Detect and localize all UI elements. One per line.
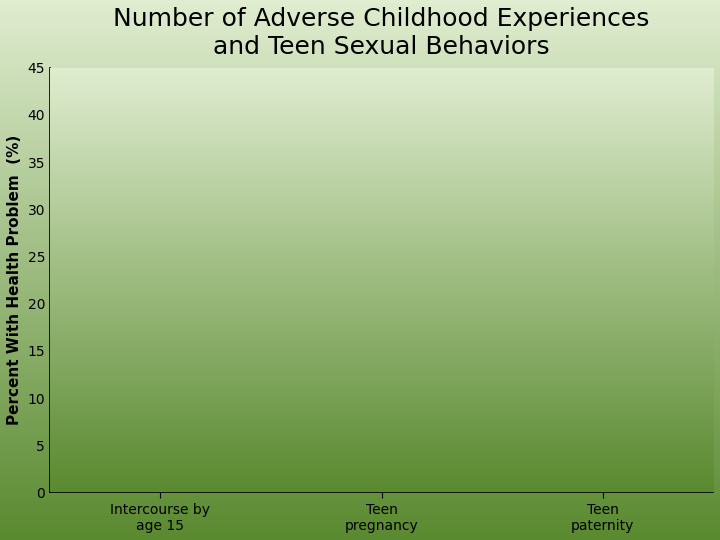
Bar [525, 346, 556, 492]
Bar [397, 200, 428, 492]
Bar [207, 238, 238, 492]
Text: Number of adverse factors: Number of adverse factors [136, 83, 346, 97]
Text: :: : [239, 83, 245, 97]
Bar [428, 105, 459, 492]
Bar [83, 427, 114, 492]
Title: Number of Adverse Childhood Experiences
and Teen Sexual Behaviors: Number of Adverse Childhood Experiences … [113, 7, 649, 59]
Y-axis label: Percent With Health Problem  (%): Percent With Health Problem (%) [7, 135, 22, 425]
Bar [618, 252, 649, 492]
Bar [556, 308, 587, 492]
Legend: 0, 1, 2, 3, 4 or more: 0, 1, 2, 3, 4 or more [63, 111, 333, 136]
Bar [304, 308, 335, 492]
Bar [649, 167, 680, 492]
Bar [335, 294, 366, 492]
Bar [587, 285, 618, 492]
Bar [114, 365, 145, 492]
Bar [366, 252, 397, 492]
Bar [176, 313, 207, 492]
Bar [145, 346, 176, 492]
